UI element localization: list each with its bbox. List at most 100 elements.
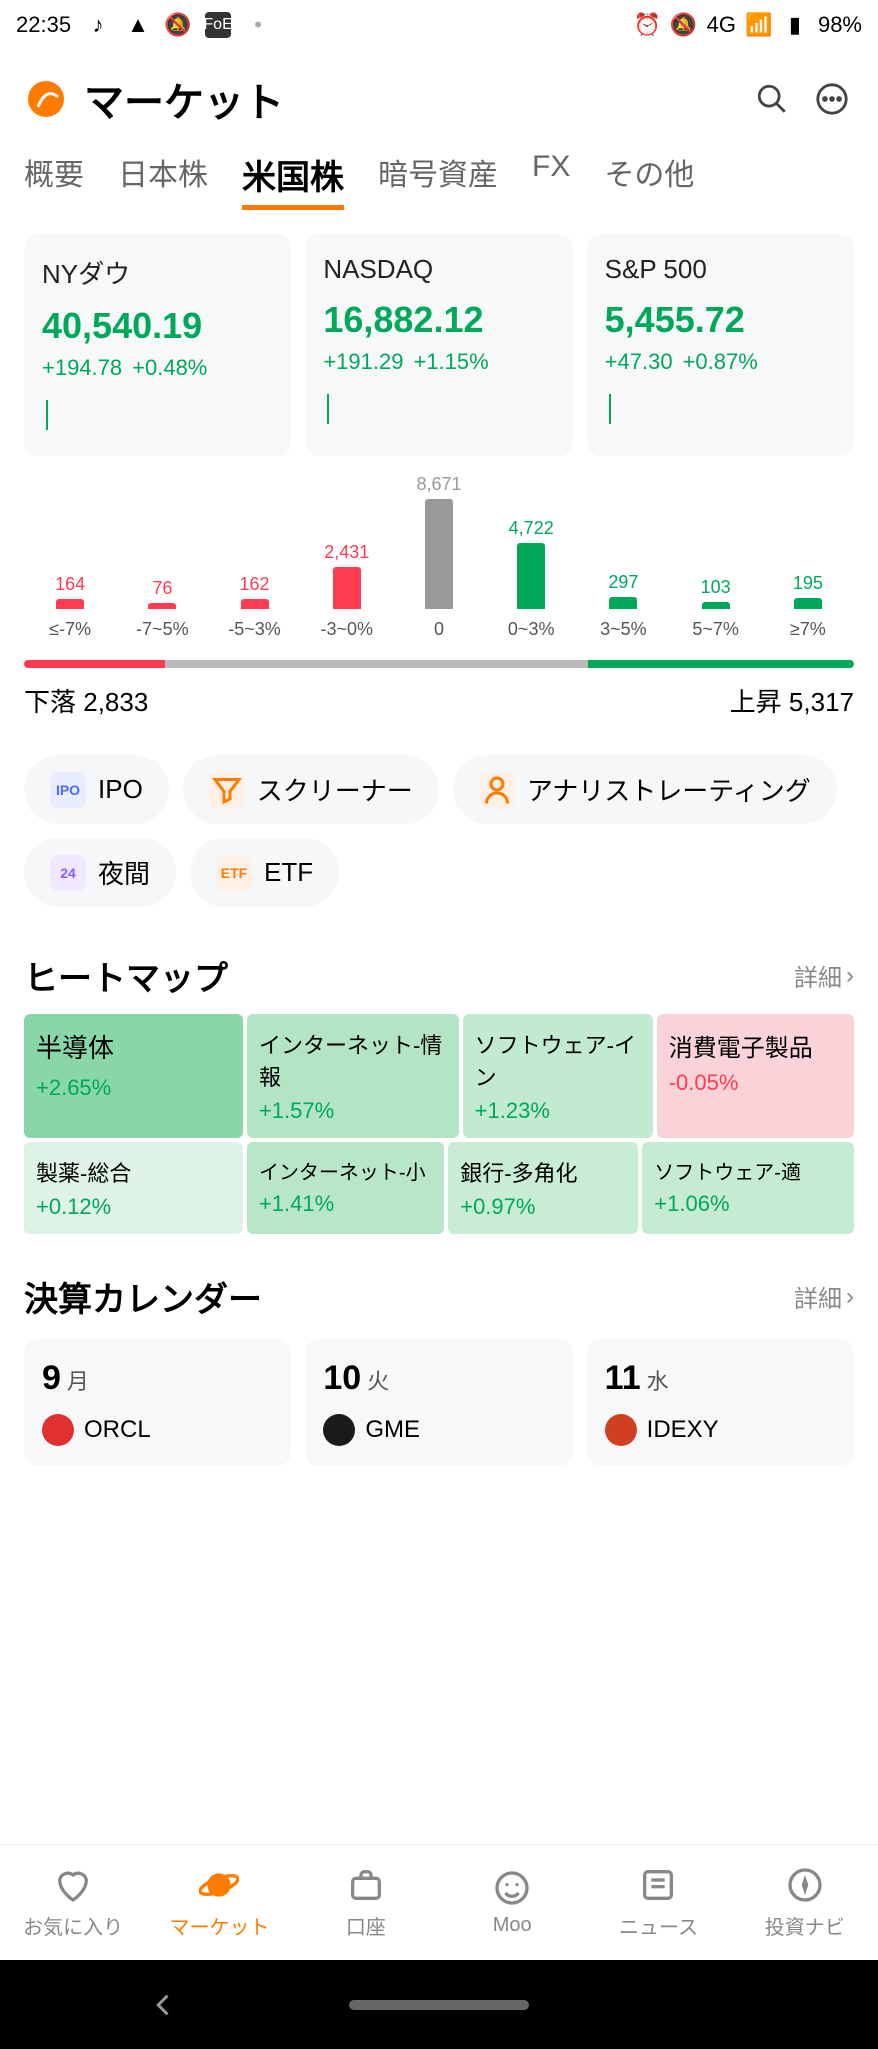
home-indicator[interactable]: [349, 2000, 529, 2010]
sector-name: ソフトウェア-イン: [475, 1028, 641, 1092]
chip-IPO[interactable]: IPOIPO: [24, 755, 169, 824]
index-value: 16,882.12: [323, 299, 554, 341]
page-title: マーケット: [84, 70, 734, 128]
index-name: S&P 500: [605, 254, 836, 285]
dist-col: 4,722 0~3%: [485, 518, 577, 640]
nav-label: ニュース: [619, 1911, 698, 1940]
heatmap-cell[interactable]: インターネット-小+1.41%: [247, 1142, 444, 1234]
sparkline-icon: [323, 389, 423, 429]
chip-ETF[interactable]: ETFETF: [190, 838, 339, 907]
heatmap-cell[interactable]: 製薬-総合+0.12%: [24, 1142, 243, 1234]
calendar-day-card[interactable]: 9月 ORCL: [24, 1339, 291, 1466]
tab-3[interactable]: 暗号資産: [378, 150, 498, 210]
dist-strip-seg: [24, 660, 165, 668]
network-label: 4G: [707, 12, 736, 38]
sector-name: 銀行-多角化: [460, 1156, 626, 1188]
sector-pct: +1.06%: [654, 1191, 729, 1216]
dist-col: 8,671 0: [393, 474, 485, 640]
more-icon: [815, 82, 849, 116]
header: マーケット: [0, 50, 878, 138]
sector-pct: -0.05%: [669, 1070, 739, 1095]
nav-label: 口座: [346, 1911, 386, 1940]
dist-strip-seg: [165, 660, 588, 668]
mute-icon: 🔕: [165, 12, 191, 38]
chip-label: 夜間: [98, 854, 150, 891]
battery-pct: 98%: [818, 12, 862, 38]
index-name: NASDAQ: [323, 254, 554, 285]
stock-logo-icon: [323, 1414, 355, 1446]
heart-icon: [53, 1865, 93, 1905]
nav-label: お気に入り: [23, 1911, 123, 1940]
sparkline-icon: [42, 395, 142, 435]
distribution-chart: 164 ≤-7%76 -7~5%162 -5~3%2,431 -3~0%8,67…: [0, 470, 878, 727]
calendar-day-card[interactable]: 11水 IDEXY: [587, 1339, 854, 1466]
nav-Moo[interactable]: Moo: [439, 1845, 585, 1960]
search-icon: [755, 82, 789, 116]
sector-name: 消費電子製品: [669, 1028, 842, 1063]
index-value: 5,455.72: [605, 299, 836, 341]
heatmap-more-button[interactable]: 詳細›: [794, 958, 854, 993]
dist-strip-seg: [588, 660, 854, 668]
chip-夜間[interactable]: 24夜間: [24, 838, 176, 907]
chip-スクリーナー[interactable]: スクリーナー: [183, 755, 439, 824]
dist-col: 103 5~7%: [670, 577, 762, 640]
chip-アナリストレーティング[interactable]: アナリストレーティング: [453, 755, 837, 824]
sector-pct: +0.12%: [36, 1194, 111, 1219]
tab-5[interactable]: その他: [604, 150, 694, 210]
tab-1[interactable]: 日本株: [118, 150, 208, 210]
heatmap-title: ヒートマップ: [24, 951, 228, 1000]
heatmap-cell[interactable]: 消費電子製品 -0.05%: [657, 1014, 854, 1138]
heatmap-cell[interactable]: 銀行-多角化 +0.97%: [448, 1142, 638, 1234]
back-button[interactable]: [150, 1991, 178, 2019]
news-icon: [638, 1865, 678, 1905]
dnd-icon: 🔕: [671, 12, 697, 38]
index-card[interactable]: NASDAQ 16,882.12 +191.29+1.15%: [305, 234, 572, 456]
index-value: 40,540.19: [42, 305, 273, 347]
sector-name: 半導体: [36, 1028, 231, 1065]
sector-pct: +0.97%: [460, 1194, 535, 1219]
tab-0[interactable]: 概要: [24, 150, 84, 210]
cal-day: 10: [323, 1359, 361, 1398]
briefcase-icon: [346, 1865, 386, 1905]
nav-お気に入り[interactable]: お気に入り: [0, 1845, 146, 1960]
dist-col: 162 -5~3%: [208, 574, 300, 640]
market-tabs: 概要日本株米国株暗号資産 FX その他: [0, 138, 878, 220]
bottom-nav: お気に入りマーケット口座 Moo ニュース 投資ナビ: [0, 1844, 878, 1960]
tab-4[interactable]: FX: [532, 150, 570, 210]
heatmap[interactable]: 半導体 +2.65% インターネット-情報+1.57%ソフトウェア-イン+1.23%…: [0, 1014, 878, 1238]
heatmap-cell[interactable]: インターネット-情報+1.57%: [247, 1014, 459, 1138]
warning-icon: ▲: [125, 12, 151, 38]
calendar-more-button[interactable]: 詳細›: [794, 1279, 854, 1314]
cal-day: 11: [605, 1359, 641, 1398]
index-card[interactable]: S&P 500 5,455.72 +47.30+0.87%: [587, 234, 854, 456]
quick-links: IPOIPOスクリーナーアナリストレーティング 24夜間ETFETF: [0, 727, 878, 917]
nav-label: 投資ナビ: [765, 1911, 845, 1940]
calendar-day-card[interactable]: 10火 GME: [305, 1339, 572, 1466]
heatmap-cell[interactable]: ソフトウェア-イン+1.23%: [463, 1014, 653, 1138]
cal-day: 9: [42, 1359, 61, 1398]
index-card[interactable]: NYダウ 40,540.19 +194.78+0.48%: [24, 234, 291, 456]
nav-口座[interactable]: 口座: [293, 1845, 439, 1960]
sector-name: ソフトウェア-適: [654, 1156, 842, 1185]
stock-logo-icon: [605, 1414, 637, 1446]
sector-pct: +2.65%: [36, 1075, 111, 1100]
dist-col: 2,431 -3~0%: [301, 542, 393, 640]
heatmap-cell[interactable]: 半導体 +2.65%: [24, 1014, 243, 1138]
more-button[interactable]: [810, 77, 854, 121]
tab-2[interactable]: 米国株: [242, 150, 344, 210]
search-button[interactable]: [750, 77, 794, 121]
nav-ニュース[interactable]: ニュース: [585, 1845, 731, 1960]
battery-icon: ▮: [782, 12, 808, 38]
stock-ticker: IDEXY: [647, 1416, 719, 1444]
earnings-calendar: 9月 ORCL10火 GME11水 IDEXY: [0, 1335, 878, 1470]
system-nav: [0, 1960, 878, 2049]
sector-pct: +1.41%: [259, 1191, 334, 1216]
cal-weekday: 火: [367, 1364, 389, 1396]
index-change: +191.29+1.15%: [323, 349, 554, 375]
nav-投資ナビ[interactable]: 投資ナビ: [732, 1845, 878, 1960]
nav-マーケット[interactable]: マーケット: [146, 1845, 292, 1960]
signal-icon: 📶: [746, 12, 772, 38]
planet-icon: [199, 1865, 239, 1905]
heatmap-cell[interactable]: ソフトウェア-適 +1.06%: [642, 1142, 854, 1234]
index-cards: NYダウ 40,540.19 +194.78+0.48% NASDAQ 16,8…: [0, 220, 878, 470]
